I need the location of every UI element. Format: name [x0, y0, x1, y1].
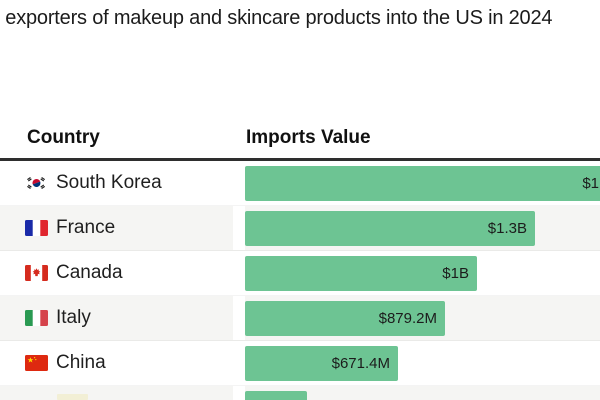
- bar-france: $1.3B: [245, 211, 535, 246]
- country-label: China: [56, 352, 106, 373]
- column-gutter: [233, 251, 245, 295]
- column-gutter: [233, 341, 245, 385]
- table-row-italy: Italy $879.2M: [0, 296, 600, 341]
- flag-france-icon: [25, 220, 48, 236]
- country-label: Italy: [56, 307, 91, 328]
- flag-canada-icon: [25, 265, 48, 281]
- table-row-france: France $1.3B: [0, 206, 600, 251]
- bar-china: $671.4M: [245, 346, 398, 381]
- bar-canada: $1B: [245, 256, 477, 291]
- flag-south-korea-icon: [25, 175, 48, 191]
- table-row-partial: [0, 386, 600, 400]
- table-row-south-korea: South Korea $1: [0, 161, 600, 206]
- column-gutter: [233, 386, 245, 400]
- column-gutter: [233, 206, 245, 250]
- table-header: Country Imports Value: [0, 112, 600, 158]
- bar-partial: [245, 391, 307, 400]
- flag-italy-icon: [25, 310, 48, 326]
- value-label: $1.3B: [487, 220, 527, 237]
- table-row-canada: Canada $1B: [0, 251, 600, 296]
- chart-title: 0 exporters of makeup and skincare produ…: [0, 7, 553, 29]
- country-label: South Korea: [56, 172, 162, 193]
- value-label: $1: [582, 175, 599, 192]
- value-label: $879.2M: [378, 310, 437, 327]
- value-label: $671.4M: [331, 355, 390, 372]
- column-gutter: [233, 296, 245, 340]
- column-header-country: Country: [27, 127, 100, 148]
- table-row-china: China $671.4M: [0, 341, 600, 386]
- bar-italy: $879.2M: [245, 301, 445, 336]
- value-label: $1B: [442, 265, 469, 282]
- partial-flag-sliver: [57, 394, 88, 400]
- flag-china-icon: [25, 355, 48, 371]
- column-header-imports-value: Imports Value: [246, 127, 371, 148]
- header-rule: [0, 158, 600, 161]
- table-body: South Korea $1 France $1.3B: [0, 161, 600, 400]
- bar-south-korea: $1: [245, 166, 600, 201]
- column-gutter: [233, 161, 245, 205]
- country-label: Canada: [56, 262, 123, 283]
- country-label: France: [56, 217, 116, 238]
